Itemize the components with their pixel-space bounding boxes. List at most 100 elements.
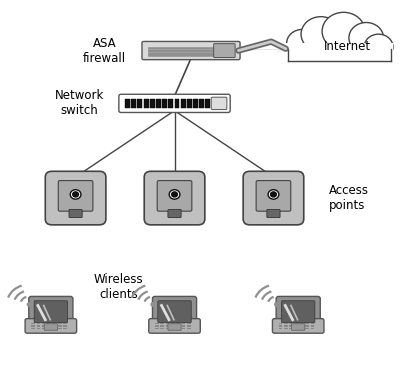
- FancyBboxPatch shape: [63, 325, 67, 327]
- FancyBboxPatch shape: [131, 99, 136, 108]
- FancyBboxPatch shape: [31, 325, 35, 327]
- FancyBboxPatch shape: [42, 328, 46, 329]
- FancyBboxPatch shape: [155, 325, 159, 327]
- FancyBboxPatch shape: [199, 99, 204, 108]
- Text: Network
switch: Network switch: [55, 90, 105, 117]
- Circle shape: [169, 190, 180, 199]
- FancyBboxPatch shape: [187, 99, 192, 108]
- FancyBboxPatch shape: [175, 99, 179, 108]
- FancyBboxPatch shape: [300, 328, 304, 329]
- FancyBboxPatch shape: [243, 171, 304, 225]
- FancyBboxPatch shape: [29, 297, 73, 327]
- FancyBboxPatch shape: [295, 323, 298, 324]
- FancyBboxPatch shape: [187, 323, 191, 324]
- Circle shape: [287, 29, 318, 57]
- FancyBboxPatch shape: [37, 323, 40, 324]
- Text: Wireless
clients: Wireless clients: [94, 273, 144, 301]
- FancyBboxPatch shape: [193, 99, 198, 108]
- FancyBboxPatch shape: [44, 324, 57, 330]
- FancyBboxPatch shape: [142, 41, 240, 60]
- FancyBboxPatch shape: [155, 328, 159, 329]
- Text: Internet: Internet: [324, 40, 371, 54]
- FancyBboxPatch shape: [272, 319, 324, 333]
- FancyBboxPatch shape: [295, 328, 298, 329]
- FancyBboxPatch shape: [187, 328, 191, 329]
- Text: Access
points: Access points: [329, 184, 369, 212]
- FancyBboxPatch shape: [25, 319, 77, 333]
- FancyBboxPatch shape: [214, 44, 235, 58]
- FancyBboxPatch shape: [182, 325, 186, 327]
- FancyBboxPatch shape: [144, 99, 149, 108]
- Circle shape: [268, 190, 279, 199]
- FancyBboxPatch shape: [160, 328, 164, 329]
- Circle shape: [275, 303, 279, 306]
- FancyBboxPatch shape: [166, 328, 169, 329]
- FancyBboxPatch shape: [166, 325, 169, 327]
- FancyBboxPatch shape: [168, 324, 181, 330]
- FancyBboxPatch shape: [34, 301, 68, 323]
- FancyBboxPatch shape: [168, 210, 181, 218]
- FancyBboxPatch shape: [160, 325, 164, 327]
- Circle shape: [70, 190, 81, 199]
- FancyBboxPatch shape: [155, 323, 159, 324]
- FancyBboxPatch shape: [292, 324, 305, 330]
- FancyBboxPatch shape: [289, 328, 293, 329]
- FancyBboxPatch shape: [276, 297, 320, 327]
- FancyBboxPatch shape: [47, 323, 51, 324]
- FancyBboxPatch shape: [289, 325, 293, 327]
- FancyBboxPatch shape: [171, 323, 175, 324]
- Circle shape: [151, 303, 155, 306]
- FancyBboxPatch shape: [176, 328, 180, 329]
- FancyBboxPatch shape: [144, 171, 205, 225]
- FancyBboxPatch shape: [305, 328, 309, 329]
- FancyBboxPatch shape: [156, 99, 161, 108]
- FancyBboxPatch shape: [58, 323, 62, 324]
- Circle shape: [301, 17, 341, 52]
- FancyBboxPatch shape: [187, 325, 191, 327]
- Circle shape: [27, 303, 32, 306]
- FancyBboxPatch shape: [311, 323, 315, 324]
- FancyBboxPatch shape: [31, 323, 35, 324]
- FancyBboxPatch shape: [278, 323, 282, 324]
- FancyBboxPatch shape: [182, 328, 186, 329]
- FancyBboxPatch shape: [295, 325, 298, 327]
- FancyBboxPatch shape: [300, 323, 304, 324]
- Circle shape: [364, 34, 393, 60]
- FancyBboxPatch shape: [31, 328, 35, 329]
- FancyBboxPatch shape: [305, 325, 309, 327]
- FancyBboxPatch shape: [211, 97, 227, 110]
- FancyBboxPatch shape: [45, 171, 106, 225]
- FancyBboxPatch shape: [58, 328, 62, 329]
- Circle shape: [271, 192, 276, 197]
- FancyBboxPatch shape: [37, 328, 40, 329]
- FancyBboxPatch shape: [150, 99, 155, 108]
- FancyBboxPatch shape: [289, 323, 293, 324]
- Text: ASA
firewall: ASA firewall: [83, 37, 126, 65]
- FancyBboxPatch shape: [42, 323, 46, 324]
- FancyBboxPatch shape: [47, 328, 51, 329]
- FancyBboxPatch shape: [158, 301, 191, 323]
- FancyBboxPatch shape: [256, 181, 291, 211]
- FancyBboxPatch shape: [205, 99, 210, 108]
- FancyBboxPatch shape: [300, 325, 304, 327]
- FancyBboxPatch shape: [37, 325, 40, 327]
- FancyBboxPatch shape: [286, 43, 393, 65]
- FancyBboxPatch shape: [311, 328, 315, 329]
- FancyBboxPatch shape: [69, 210, 82, 218]
- FancyBboxPatch shape: [168, 99, 173, 108]
- FancyBboxPatch shape: [284, 323, 288, 324]
- FancyBboxPatch shape: [53, 328, 56, 329]
- FancyBboxPatch shape: [171, 328, 175, 329]
- FancyBboxPatch shape: [160, 323, 164, 324]
- FancyBboxPatch shape: [311, 325, 315, 327]
- FancyBboxPatch shape: [171, 325, 175, 327]
- FancyBboxPatch shape: [305, 323, 309, 324]
- Circle shape: [73, 192, 78, 197]
- FancyBboxPatch shape: [58, 181, 93, 211]
- FancyBboxPatch shape: [162, 99, 167, 108]
- FancyBboxPatch shape: [137, 99, 142, 108]
- FancyBboxPatch shape: [278, 325, 282, 327]
- FancyBboxPatch shape: [176, 325, 180, 327]
- FancyBboxPatch shape: [125, 99, 130, 108]
- FancyBboxPatch shape: [182, 323, 186, 324]
